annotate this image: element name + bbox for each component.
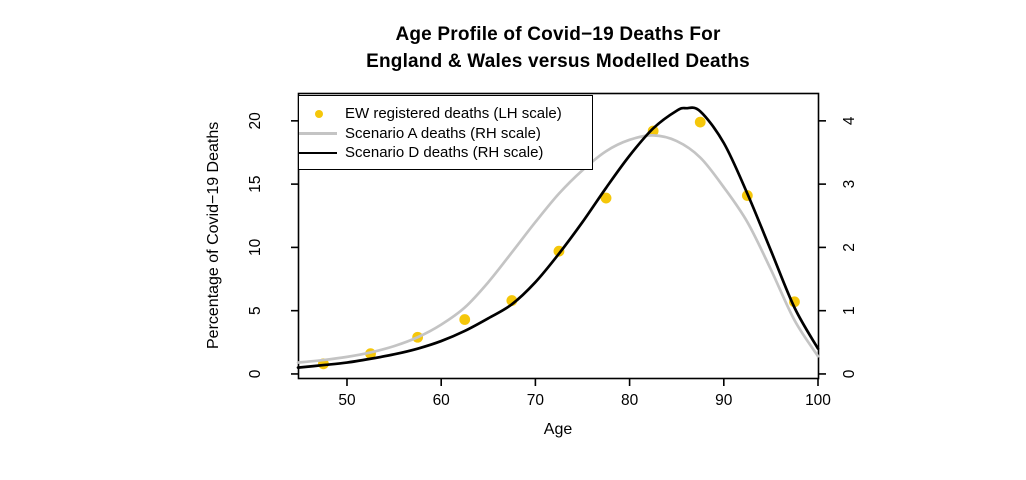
data-point-series-0 (459, 314, 471, 325)
legend-line-a-swatch (299, 131, 337, 135)
data-point-series-0 (694, 116, 706, 128)
data-point-series-0 (600, 192, 612, 204)
y-left-tick-label: 15 (247, 175, 264, 192)
legend-label: Scenario A deaths (RH scale) (345, 124, 541, 142)
legend: EW registered deaths (LH scale) Scenario… (298, 95, 593, 170)
chart-title: Age Profile of Covid−19 Deaths For Engla… (248, 21, 868, 75)
y-right-tick-label: 4 (841, 116, 858, 125)
data-point-series-0 (647, 125, 659, 137)
curve-series-1 (296, 134, 820, 364)
y-right-tick-label: 3 (841, 180, 858, 189)
legend-dot-swatch (315, 109, 323, 118)
x-tick-label: 90 (715, 392, 733, 409)
y-right-tick-label: 2 (841, 243, 858, 252)
curve-series-2 (296, 106, 820, 369)
y-left-tick-label: 20 (247, 112, 264, 130)
y-left-tick-label: 5 (247, 306, 264, 315)
y-left-tick-label: 0 (247, 369, 264, 378)
x-tick-label: 50 (338, 392, 356, 409)
legend-item-scenario-d: Scenario D deaths (RH scale) (299, 143, 592, 163)
legend-line-d-swatch (299, 151, 337, 155)
chart-title-line2: England & Wales versus Modelled Deaths (366, 51, 750, 72)
legend-label: Scenario D deaths (RH scale) (345, 144, 544, 162)
x-tick-label: 70 (527, 392, 545, 409)
x-tick-label: 100 (805, 392, 831, 409)
legend-label: EW registered deaths (LH scale) (345, 105, 562, 123)
chart-title-line1: Age Profile of Covid−19 Deaths For (395, 24, 721, 45)
y-left-tick-label: 10 (247, 238, 264, 256)
plot-frame (297, 92, 820, 380)
legend-item-scenario-a: Scenario A deaths (RH scale) (299, 124, 592, 144)
x-tick-label: 60 (433, 392, 451, 409)
x-axis-label: Age (543, 421, 573, 438)
y-right-tick-label: 0 (841, 369, 858, 378)
y-right-tick-label: 1 (841, 306, 858, 315)
x-tick-label: 80 (621, 392, 639, 409)
legend-item-registered-deaths: EW registered deaths (LH scale) (299, 104, 592, 124)
